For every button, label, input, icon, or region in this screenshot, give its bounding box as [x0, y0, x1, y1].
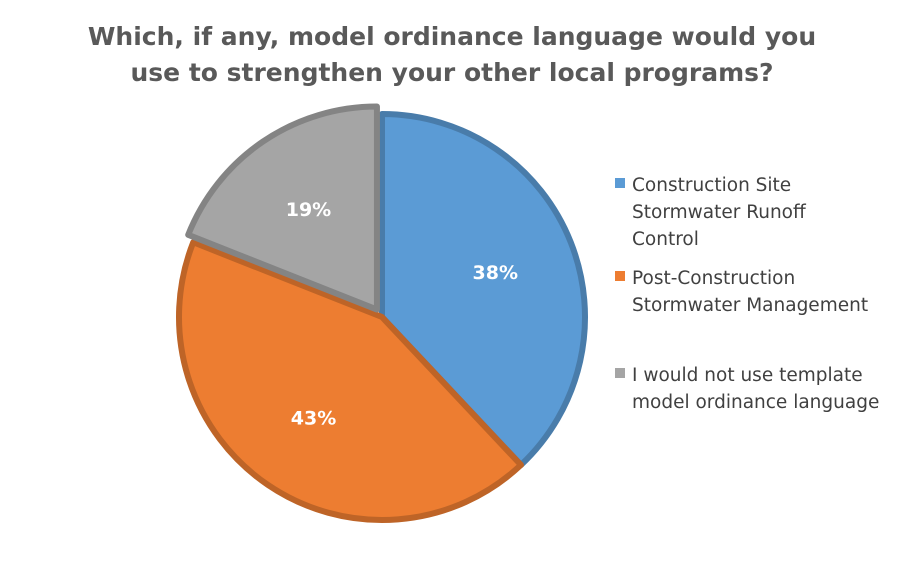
pie-slice-3: [185, 103, 380, 313]
legend-item-1: Construction Site Stormwater Runoff Contro…: [615, 175, 807, 250]
pie-slices: [176, 103, 588, 523]
legend-swatch-2: [615, 271, 625, 281]
legend-label-2-line-2: Stormwater Management: [632, 295, 868, 316]
chart-title-line-2: use to strengthen your other local progr…: [130, 58, 773, 87]
legend-item-3: I would not use template model ordinance …: [615, 365, 879, 413]
chart-title: Which, if any, model ordinance language …: [88, 22, 816, 87]
data-label-2: 43%: [291, 408, 336, 430]
legend-label-3-line-2: model ordinance language: [632, 392, 879, 413]
chart-legend: Construction Site Stormwater Runoff Contro…: [615, 175, 879, 413]
data-label-1: 38%: [473, 262, 518, 284]
legend-swatch-1: [615, 178, 625, 188]
legend-label-1-line-3: Control: [632, 229, 699, 250]
legend-label-1-line-2: Stormwater Runoff: [632, 202, 807, 223]
pie-slice-1: [379, 111, 588, 468]
data-label-3: 19%: [286, 199, 331, 221]
pie-slice-2: [176, 239, 524, 523]
legend-label-2-line-1: Post-Construction: [632, 268, 795, 289]
legend-label-3-line-1: I would not use template: [632, 365, 863, 386]
legend-item-2: Post-Construction Stormwater Management: [615, 268, 868, 316]
pie-data-labels: 38% 43% 19%: [286, 199, 518, 430]
chart-title-line-1: Which, if any, model ordinance language …: [88, 22, 816, 51]
legend-swatch-3: [615, 368, 625, 378]
legend-label-1-line-1: Construction Site: [632, 175, 791, 196]
